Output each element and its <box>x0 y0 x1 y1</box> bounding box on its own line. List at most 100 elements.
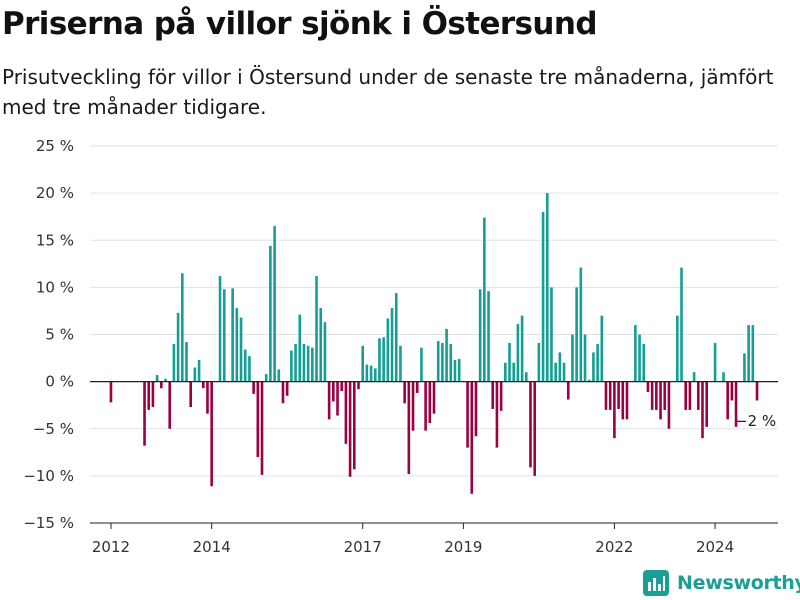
bar <box>327 381 331 420</box>
bar <box>688 381 692 410</box>
bar <box>176 312 180 382</box>
bar <box>168 381 172 429</box>
bar <box>470 381 474 494</box>
bar <box>302 343 306 382</box>
bar <box>558 352 562 382</box>
x-tick-label: 2017 <box>344 538 382 556</box>
bar <box>554 362 557 382</box>
bar <box>478 289 482 382</box>
bar <box>143 381 146 446</box>
bar <box>646 381 650 392</box>
bar <box>604 381 608 410</box>
bar <box>692 372 696 382</box>
bar <box>264 374 268 382</box>
bar <box>269 245 272 382</box>
bar <box>474 381 478 437</box>
bar <box>726 381 729 420</box>
x-tick-label: 2022 <box>595 538 633 556</box>
bar <box>361 345 364 382</box>
bar <box>650 381 654 410</box>
bar <box>344 381 348 444</box>
bar <box>520 315 524 382</box>
bar <box>617 381 620 409</box>
bar <box>491 381 495 409</box>
bar <box>545 193 549 382</box>
bar <box>407 381 411 474</box>
brand-logo: Newsworthy <box>643 568 800 598</box>
bar <box>415 381 419 393</box>
bar <box>684 381 688 410</box>
bar <box>642 343 646 382</box>
y-tick-label: −10 % <box>23 467 74 485</box>
y-tick-label: 5 % <box>45 326 74 344</box>
bar <box>680 267 683 382</box>
bar <box>109 381 113 403</box>
bar <box>332 381 335 402</box>
bar <box>676 315 679 382</box>
bar <box>378 338 381 382</box>
bar <box>394 293 398 382</box>
bar <box>512 362 516 382</box>
bar <box>583 334 587 382</box>
bar <box>319 308 323 382</box>
bar <box>193 367 197 382</box>
chart-subtitle: Prisutveckling för villor i Östersund un… <box>2 65 774 119</box>
bar <box>369 365 373 382</box>
bar <box>453 359 457 382</box>
bar <box>516 324 520 382</box>
bar <box>734 381 738 427</box>
bar <box>164 378 167 382</box>
bar <box>457 359 461 382</box>
bar <box>592 352 595 382</box>
bar <box>663 381 667 410</box>
bar <box>298 314 302 382</box>
bar <box>210 381 213 487</box>
bar <box>222 289 226 382</box>
bar <box>294 343 297 382</box>
bar <box>613 381 616 439</box>
bar <box>147 381 151 410</box>
brand-name: Newsworthy <box>677 572 800 594</box>
bar <box>239 317 243 382</box>
bar <box>625 381 629 420</box>
bar <box>382 337 385 382</box>
x-tick-label: 2014 <box>193 538 231 556</box>
bar <box>655 381 658 410</box>
bar <box>504 362 507 382</box>
bar <box>550 287 553 382</box>
y-tick-label: −5 % <box>33 420 74 438</box>
x-axis: 2012 2014 2017 2019 2022 2024 <box>92 523 734 556</box>
bar <box>235 308 239 382</box>
bar <box>436 341 440 382</box>
bar <box>600 315 604 382</box>
bar <box>608 381 612 410</box>
last-value-label: −2 % <box>735 412 776 430</box>
bar <box>596 343 599 382</box>
bar <box>357 381 360 390</box>
bar <box>730 381 734 401</box>
bar <box>281 381 285 404</box>
bar <box>373 368 377 382</box>
bar <box>449 343 453 382</box>
bar <box>197 359 201 382</box>
newsworthy-logo-icon <box>643 570 669 596</box>
bar <box>336 381 339 416</box>
bar <box>533 381 536 476</box>
bar <box>445 328 448 382</box>
bar <box>466 381 469 448</box>
bar <box>340 381 344 392</box>
bar <box>365 364 369 382</box>
bar <box>747 325 750 382</box>
bar <box>399 345 402 382</box>
bar <box>348 381 352 477</box>
bar <box>575 287 578 382</box>
chart-title: Priserna på villor sjönk i Östersund <box>2 6 598 42</box>
bar <box>273 226 276 382</box>
bar <box>252 381 255 394</box>
bar <box>499 381 503 411</box>
bar <box>315 276 318 382</box>
bar <box>411 381 415 431</box>
bar <box>231 288 234 382</box>
bar <box>579 267 583 382</box>
